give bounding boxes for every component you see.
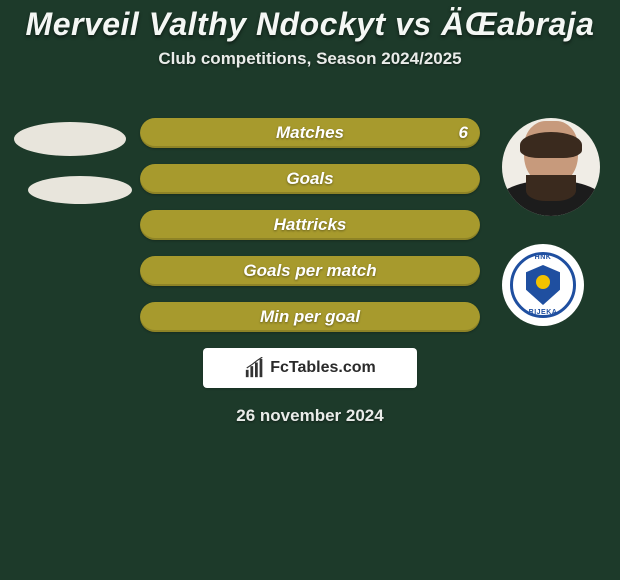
- stat-bar-label: Min per goal: [260, 307, 360, 327]
- left-player-club-badge: [28, 176, 132, 204]
- right-player-avatar: [502, 118, 600, 216]
- stat-bar-label: Goals: [286, 169, 333, 189]
- stat-bar-right-value: 6: [459, 123, 468, 143]
- watermark-badge: FcTables.com: [203, 348, 417, 388]
- stat-bar: Matches 6: [140, 118, 480, 148]
- content-root: Merveil Valthy Ndockyt vs ÄŒabraja Club …: [0, 0, 620, 580]
- club-badge-ball-icon: [536, 275, 550, 289]
- comparison-title: Merveil Valthy Ndockyt vs ÄŒabraja: [0, 0, 620, 43]
- club-badge-bottom-text: RIJEKA: [529, 309, 558, 316]
- stat-bar: Hattricks: [140, 210, 480, 240]
- club-badge-top-text: HNK: [535, 254, 552, 261]
- stat-bar-label: Matches: [276, 123, 344, 143]
- bar-chart-icon: [244, 357, 266, 379]
- avatar-hair: [520, 132, 582, 158]
- left-player-avatar: [14, 122, 126, 156]
- stat-bar-label: Goals per match: [243, 261, 376, 281]
- stat-bar: Min per goal: [140, 302, 480, 332]
- stat-bar: Goals per match: [140, 256, 480, 286]
- club-badge-ring-icon: HNK RIJEKA: [510, 252, 576, 318]
- comparison-stage: HNK RIJEKA Matches 6 Goals Hattricks Goals p…: [0, 118, 620, 426]
- right-player-club-badge: HNK RIJEKA: [502, 244, 584, 326]
- stat-bar-label: Hattricks: [274, 215, 347, 235]
- snapshot-date: 26 november 2024: [0, 406, 620, 426]
- stat-bars: Matches 6 Goals Hattricks Goals per match Min…: [140, 118, 480, 332]
- watermark-text: FcTables.com: [270, 359, 376, 377]
- club-badge-shield-icon: [526, 265, 560, 305]
- avatar-beard: [526, 175, 576, 201]
- stat-bar: Goals: [140, 164, 480, 194]
- season-subtitle: Club competitions, Season 2024/2025: [0, 49, 620, 69]
- right-player-column: HNK RIJEKA: [502, 118, 600, 326]
